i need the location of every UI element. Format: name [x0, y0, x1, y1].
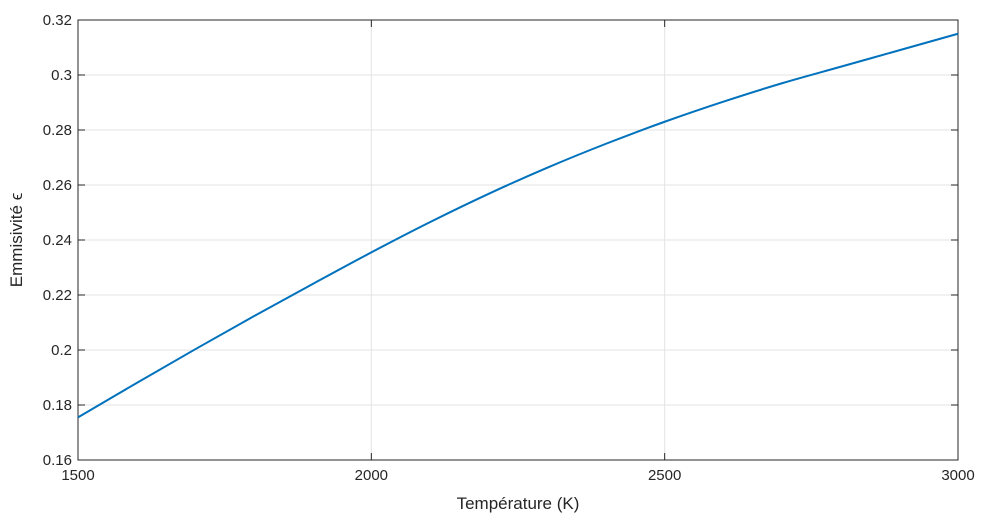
x-tick-label: 1500: [61, 467, 94, 484]
y-tick-label: 0.16: [43, 452, 72, 469]
y-tick-label: 0.26: [43, 177, 72, 194]
x-axis-label: Température (K): [457, 494, 580, 513]
y-tick-label: 0.3: [51, 67, 72, 84]
grid: [77, 19, 959, 461]
y-tick-label: 0.22: [43, 287, 72, 304]
series-layer: [77, 32, 959, 419]
y-tick-label: 0.2: [51, 342, 72, 359]
y-axis-label: Emmisivité ϵ: [7, 193, 26, 287]
y-tick-label: 0.18: [43, 397, 72, 414]
y-tick-label: 0.24: [43, 232, 72, 249]
y-tick-label: 0.32: [43, 12, 72, 29]
x-tick-label: 3000: [941, 467, 974, 484]
y-tick-labels: 0.16 0.18 0.2 0.22 0.24 0.26 0.28 0.3 0.32: [43, 12, 72, 469]
y-tick-label: 0.28: [43, 122, 72, 139]
axis-ticks: [77, 19, 959, 461]
x-tick-label: 2000: [355, 467, 388, 484]
x-tick-label: 2500: [648, 467, 681, 484]
x-tick-labels: 1500 2000 2500 3000: [61, 467, 974, 484]
series-line: [77, 32, 959, 419]
